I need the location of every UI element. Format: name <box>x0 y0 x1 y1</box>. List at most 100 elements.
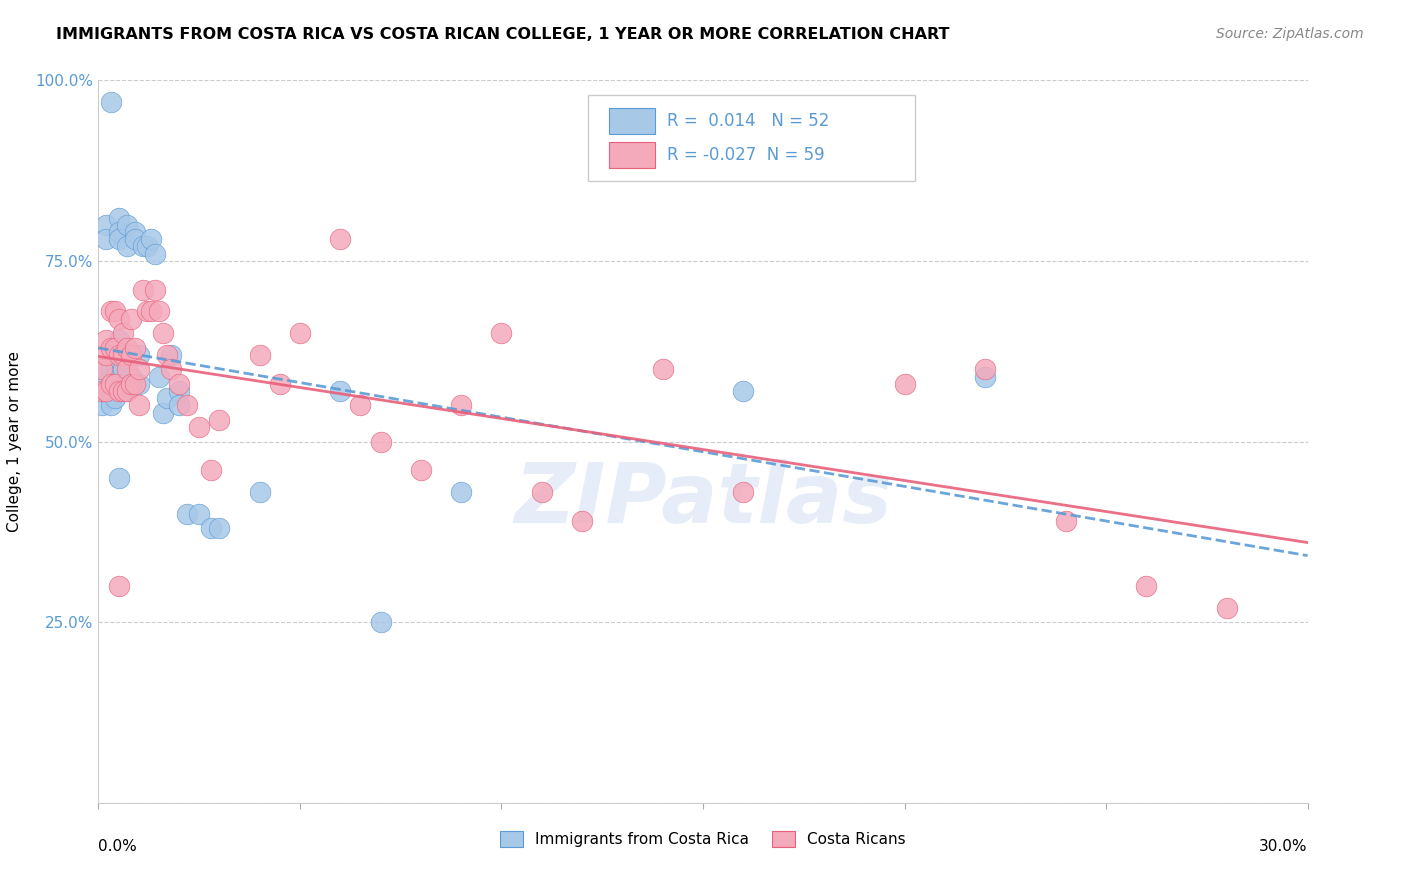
Point <box>156 391 179 405</box>
Point <box>329 384 352 398</box>
Point <box>450 398 472 412</box>
Text: 0.0%: 0.0% <box>98 838 138 854</box>
Text: R = -0.027  N = 59: R = -0.027 N = 59 <box>666 145 824 164</box>
Point <box>1216 600 1239 615</box>
Point <box>571 514 593 528</box>
Point <box>143 246 166 260</box>
Point <box>111 348 134 362</box>
Point <box>148 304 170 318</box>
Point <box>974 369 997 384</box>
Point <box>128 348 150 362</box>
Point <box>107 311 129 326</box>
Point <box>96 376 118 391</box>
Point <box>120 311 142 326</box>
Text: 30.0%: 30.0% <box>1260 838 1308 854</box>
Point <box>176 398 198 412</box>
Point <box>893 376 915 391</box>
Point <box>111 376 134 391</box>
Point <box>1054 514 1077 528</box>
Point <box>100 376 122 391</box>
Point <box>167 398 190 412</box>
Point <box>107 579 129 593</box>
FancyBboxPatch shape <box>588 95 915 181</box>
Point <box>329 232 352 246</box>
Point <box>167 376 190 391</box>
Point <box>733 485 755 500</box>
Point <box>160 348 183 362</box>
Point <box>132 239 155 253</box>
Point <box>103 376 125 391</box>
Point <box>160 362 183 376</box>
Point <box>115 384 138 398</box>
Y-axis label: College, 1 year or more: College, 1 year or more <box>7 351 21 532</box>
Bar <box>609 109 655 135</box>
Point <box>111 384 134 398</box>
Point <box>208 413 231 427</box>
Point <box>100 376 122 391</box>
Point <box>288 326 311 341</box>
Point <box>91 362 114 376</box>
Point <box>152 326 174 341</box>
Point <box>91 384 114 398</box>
Point <box>111 362 134 376</box>
Point <box>91 398 114 412</box>
Point <box>148 369 170 384</box>
Point <box>135 304 157 318</box>
Point <box>115 341 138 355</box>
Point <box>115 362 138 376</box>
Point <box>167 384 190 398</box>
Point <box>100 304 122 318</box>
Point <box>188 507 211 521</box>
Point <box>91 362 114 376</box>
Point <box>111 326 134 341</box>
Point <box>107 348 129 362</box>
Point <box>530 485 553 500</box>
Point <box>107 225 129 239</box>
Point <box>107 211 129 225</box>
Point <box>124 232 146 246</box>
Point <box>96 384 118 398</box>
Point <box>120 376 142 391</box>
Point <box>143 283 166 297</box>
Point <box>156 348 179 362</box>
Point <box>128 398 150 412</box>
Point <box>370 615 392 630</box>
Point <box>132 283 155 297</box>
Point <box>128 376 150 391</box>
Point <box>491 326 513 341</box>
Point <box>974 362 997 376</box>
Point <box>107 384 129 398</box>
Text: IMMIGRANTS FROM COSTA RICA VS COSTA RICAN COLLEGE, 1 YEAR OR MORE CORRELATION CH: IMMIGRANTS FROM COSTA RICA VS COSTA RICA… <box>56 27 949 42</box>
Point <box>103 384 125 398</box>
Point <box>249 485 271 500</box>
Point <box>124 376 146 391</box>
Text: R =  0.014   N = 52: R = 0.014 N = 52 <box>666 112 830 130</box>
Point <box>124 225 146 239</box>
Point <box>91 384 114 398</box>
Point <box>96 348 118 362</box>
Point <box>349 398 371 412</box>
Point <box>115 218 138 232</box>
Point <box>100 95 122 109</box>
Point <box>120 369 142 384</box>
Point <box>100 362 122 376</box>
Point <box>188 420 211 434</box>
Point <box>100 341 122 355</box>
Point <box>96 232 118 246</box>
Point <box>733 384 755 398</box>
Point <box>120 348 142 362</box>
Point <box>111 384 134 398</box>
Legend: Immigrants from Costa Rica, Costa Ricans: Immigrants from Costa Rica, Costa Ricans <box>494 825 912 853</box>
Point <box>200 521 222 535</box>
Point <box>107 334 129 348</box>
Point <box>100 398 122 412</box>
Point <box>135 239 157 253</box>
Point <box>409 463 432 477</box>
Point <box>103 304 125 318</box>
Point <box>450 485 472 500</box>
Point <box>152 406 174 420</box>
Text: Source: ZipAtlas.com: Source: ZipAtlas.com <box>1216 27 1364 41</box>
Point <box>107 232 129 246</box>
Point <box>124 341 146 355</box>
Point <box>370 434 392 449</box>
